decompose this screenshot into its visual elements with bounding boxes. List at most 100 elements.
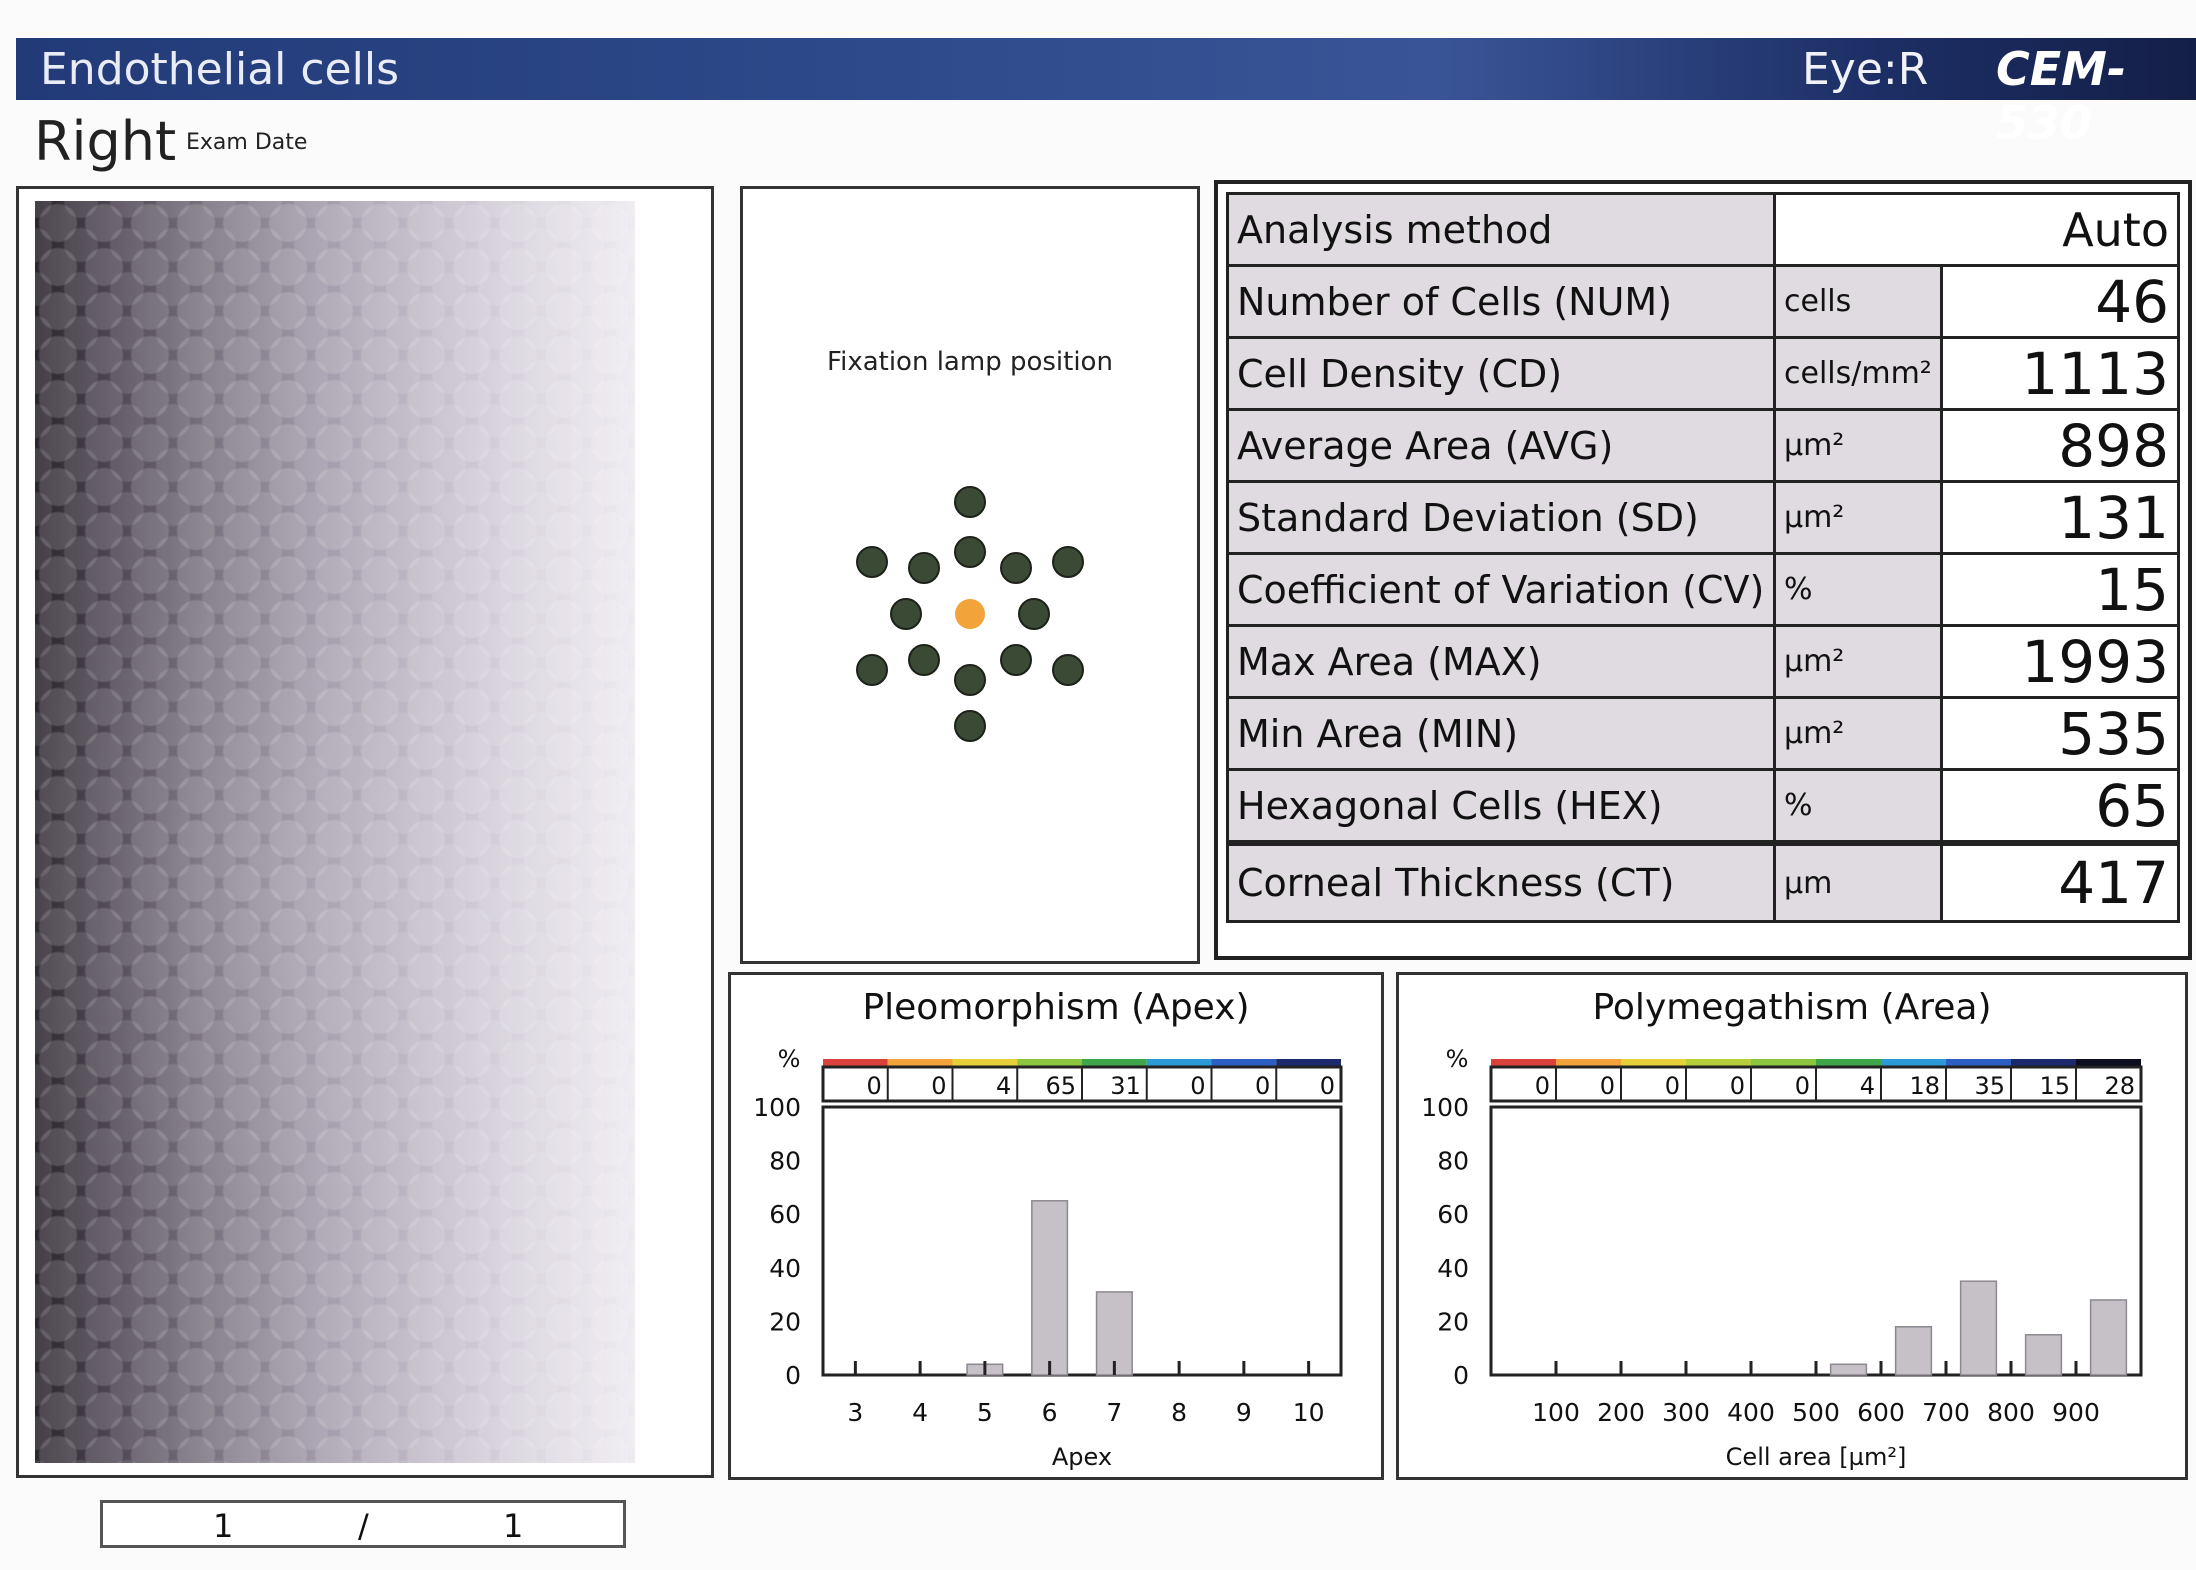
param-value: 15 [1939,552,2181,627]
color-strip-segment [1881,1059,1946,1067]
x-tick-label: 5 [977,1398,993,1427]
param-value: 131 [1939,480,2181,555]
polymegathism-panel: Polymegathism (Area) 0 0 0 0 0 4 18 35 15 28% 0 20 4… [1396,972,2188,1480]
plot-frame [821,1105,1343,1377]
x-tick-label: 200 [1597,1398,1645,1427]
color-strip-segment [1211,1059,1277,1067]
x-tick-label: 600 [1857,1398,1905,1427]
param-unit: % [1773,768,1943,845]
eye-indicator: Eye:R [1802,44,1929,95]
pleomorphism-panel: Pleomorphism (Apex) 0 0 4 65 31 0 0 0% 0 20 40 60 80… [728,972,1384,1480]
bar-value-label: 31 [1110,1072,1141,1100]
color-strip-segment [1816,1059,1881,1067]
y-tick-label: 80 [769,1147,801,1176]
page-indicator: 1 / 1 [100,1500,626,1548]
x-tick-label: 4 [912,1398,928,1427]
histogram-bar [1031,1200,1069,1376]
y-tick-label: 100 [1421,1093,1469,1122]
fixation-lamp-dot [908,644,940,676]
exam-date-label: Exam Date [186,130,308,155]
analysis-row: Coefficient of Variation (CV)% 15 [1226,552,2181,627]
param-label: Hexagonal Cells (HEX) [1226,768,1776,845]
param-value: 65 [1939,768,2181,845]
pleomorphism-chart: 0 0 4 65 31 0 0 0% 0 20 40 60 80 100 3 4 5 6 7 8 9 10 Apex [753,1045,1343,1471]
x-tick-label: 9 [1236,1398,1252,1427]
param-unit: cells [1773,264,1943,339]
bar-value-label: 4 [996,1072,1011,1100]
analysis-method-value: Auto [1773,192,2180,267]
x-tick-label: 800 [1987,1398,2035,1427]
plot-frame [1489,1105,2143,1377]
param-value: 1993 [1939,624,2181,699]
bar-value-label: 0 [1190,1072,1205,1100]
bar-value-label: 0 [1320,1072,1335,1100]
fixation-lamp-dot [954,664,986,696]
histogram-bar [1959,1280,1998,1376]
y-tick-label: 40 [769,1254,801,1283]
param-label: Cell Density (CD) [1226,336,1776,411]
x-tick-label: 300 [1662,1398,1710,1427]
x-axis-label: Cell area [µm²] [1726,1443,1907,1471]
param-label: Standard Deviation (SD) [1226,480,1776,555]
fixation-lamp-dot [954,536,986,568]
analysis-row: Standard Deviation (SD) µm² 131 [1226,480,2181,555]
y-tick-label: 0 [785,1361,801,1390]
param-label: Coefficient of Variation (CV) [1226,552,1776,627]
param-value: 417 [1939,840,2181,923]
param-label: Max Area (MAX) [1226,624,1776,699]
fixation-diagram [856,486,1084,742]
color-strip-segment [2011,1059,2076,1067]
param-value: 898 [1939,408,2181,483]
x-tick-label: 7 [1106,1398,1122,1427]
param-value: 1113 [1939,336,2181,411]
analysis-row: Max Area (MAX) µm² 1993 [1226,624,2181,699]
page-total: 1 [503,1507,524,1545]
color-strip-segment [1491,1059,1556,1067]
endothelium-image-frame [16,186,714,1478]
specular-microscopy-image [35,201,635,1463]
analysis-row: Average Area (AVG) µm² 898 [1226,408,2181,483]
fixation-panel: Fixation lamp position [740,186,1200,964]
fixation-lamp-dot [1000,552,1032,584]
histogram-bar [2089,1299,2128,1376]
header-bar: Endothelial cells Eye:R CEM-530 [16,38,2196,150]
bar-value-label: 0 [866,1072,881,1100]
y-tick-label: 0 [1453,1361,1469,1390]
param-unit: % [1773,552,1943,627]
bar-value-label: 28 [2104,1072,2135,1100]
color-strip-segment [1556,1059,1621,1067]
color-strip-segment [1276,1059,1341,1067]
param-unit: µm² [1773,624,1943,699]
bar-value-label: 0 [931,1072,946,1100]
bar-value-label: 0 [1795,1072,1810,1100]
side-label: Right [34,110,177,173]
fixation-lamp-dot [890,598,922,630]
bar-value-label: 4 [1860,1072,1875,1100]
x-tick-label: 8 [1171,1398,1187,1427]
histogram-bar [1894,1326,1933,1376]
fixation-lamp-dot [1000,644,1032,676]
y-tick-label: 80 [1437,1147,1469,1176]
bar-value-label: 0 [1600,1072,1615,1100]
page-title: Endothelial cells [40,44,400,95]
fixation-lamp-dot [856,654,888,686]
color-strip-segment [2076,1059,2141,1067]
param-unit: cells/mm² [1773,336,1943,411]
analysis-table: Analysis method Auto Number of Cells (NU… [1226,192,2181,923]
fixation-lamp-dot [1052,654,1084,686]
color-strip-segment [952,1059,1018,1067]
fixation-lamp-dot [954,710,986,742]
x-tick-label: 6 [1042,1398,1058,1427]
fixation-lamp-dot [1052,546,1084,578]
param-unit: µm² [1773,480,1943,555]
param-unit: µm² [1773,696,1943,771]
x-tick-label: 500 [1792,1398,1840,1427]
color-strip-segment [1017,1059,1082,1067]
x-tick-label: 10 [1293,1398,1325,1427]
analysis-row: Min Area (MIN) µm² 535 [1226,696,2181,771]
color-strip-segment [1146,1059,1212,1067]
param-unit: µm² [1773,408,1943,483]
x-tick-label: 100 [1532,1398,1580,1427]
color-strip-segment [1082,1059,1147,1067]
polymegathism-chart: 0 0 0 0 0 4 18 35 15 28% 0 20 40 60 80 100 100 200 300 400 5… [1421,1045,2143,1471]
